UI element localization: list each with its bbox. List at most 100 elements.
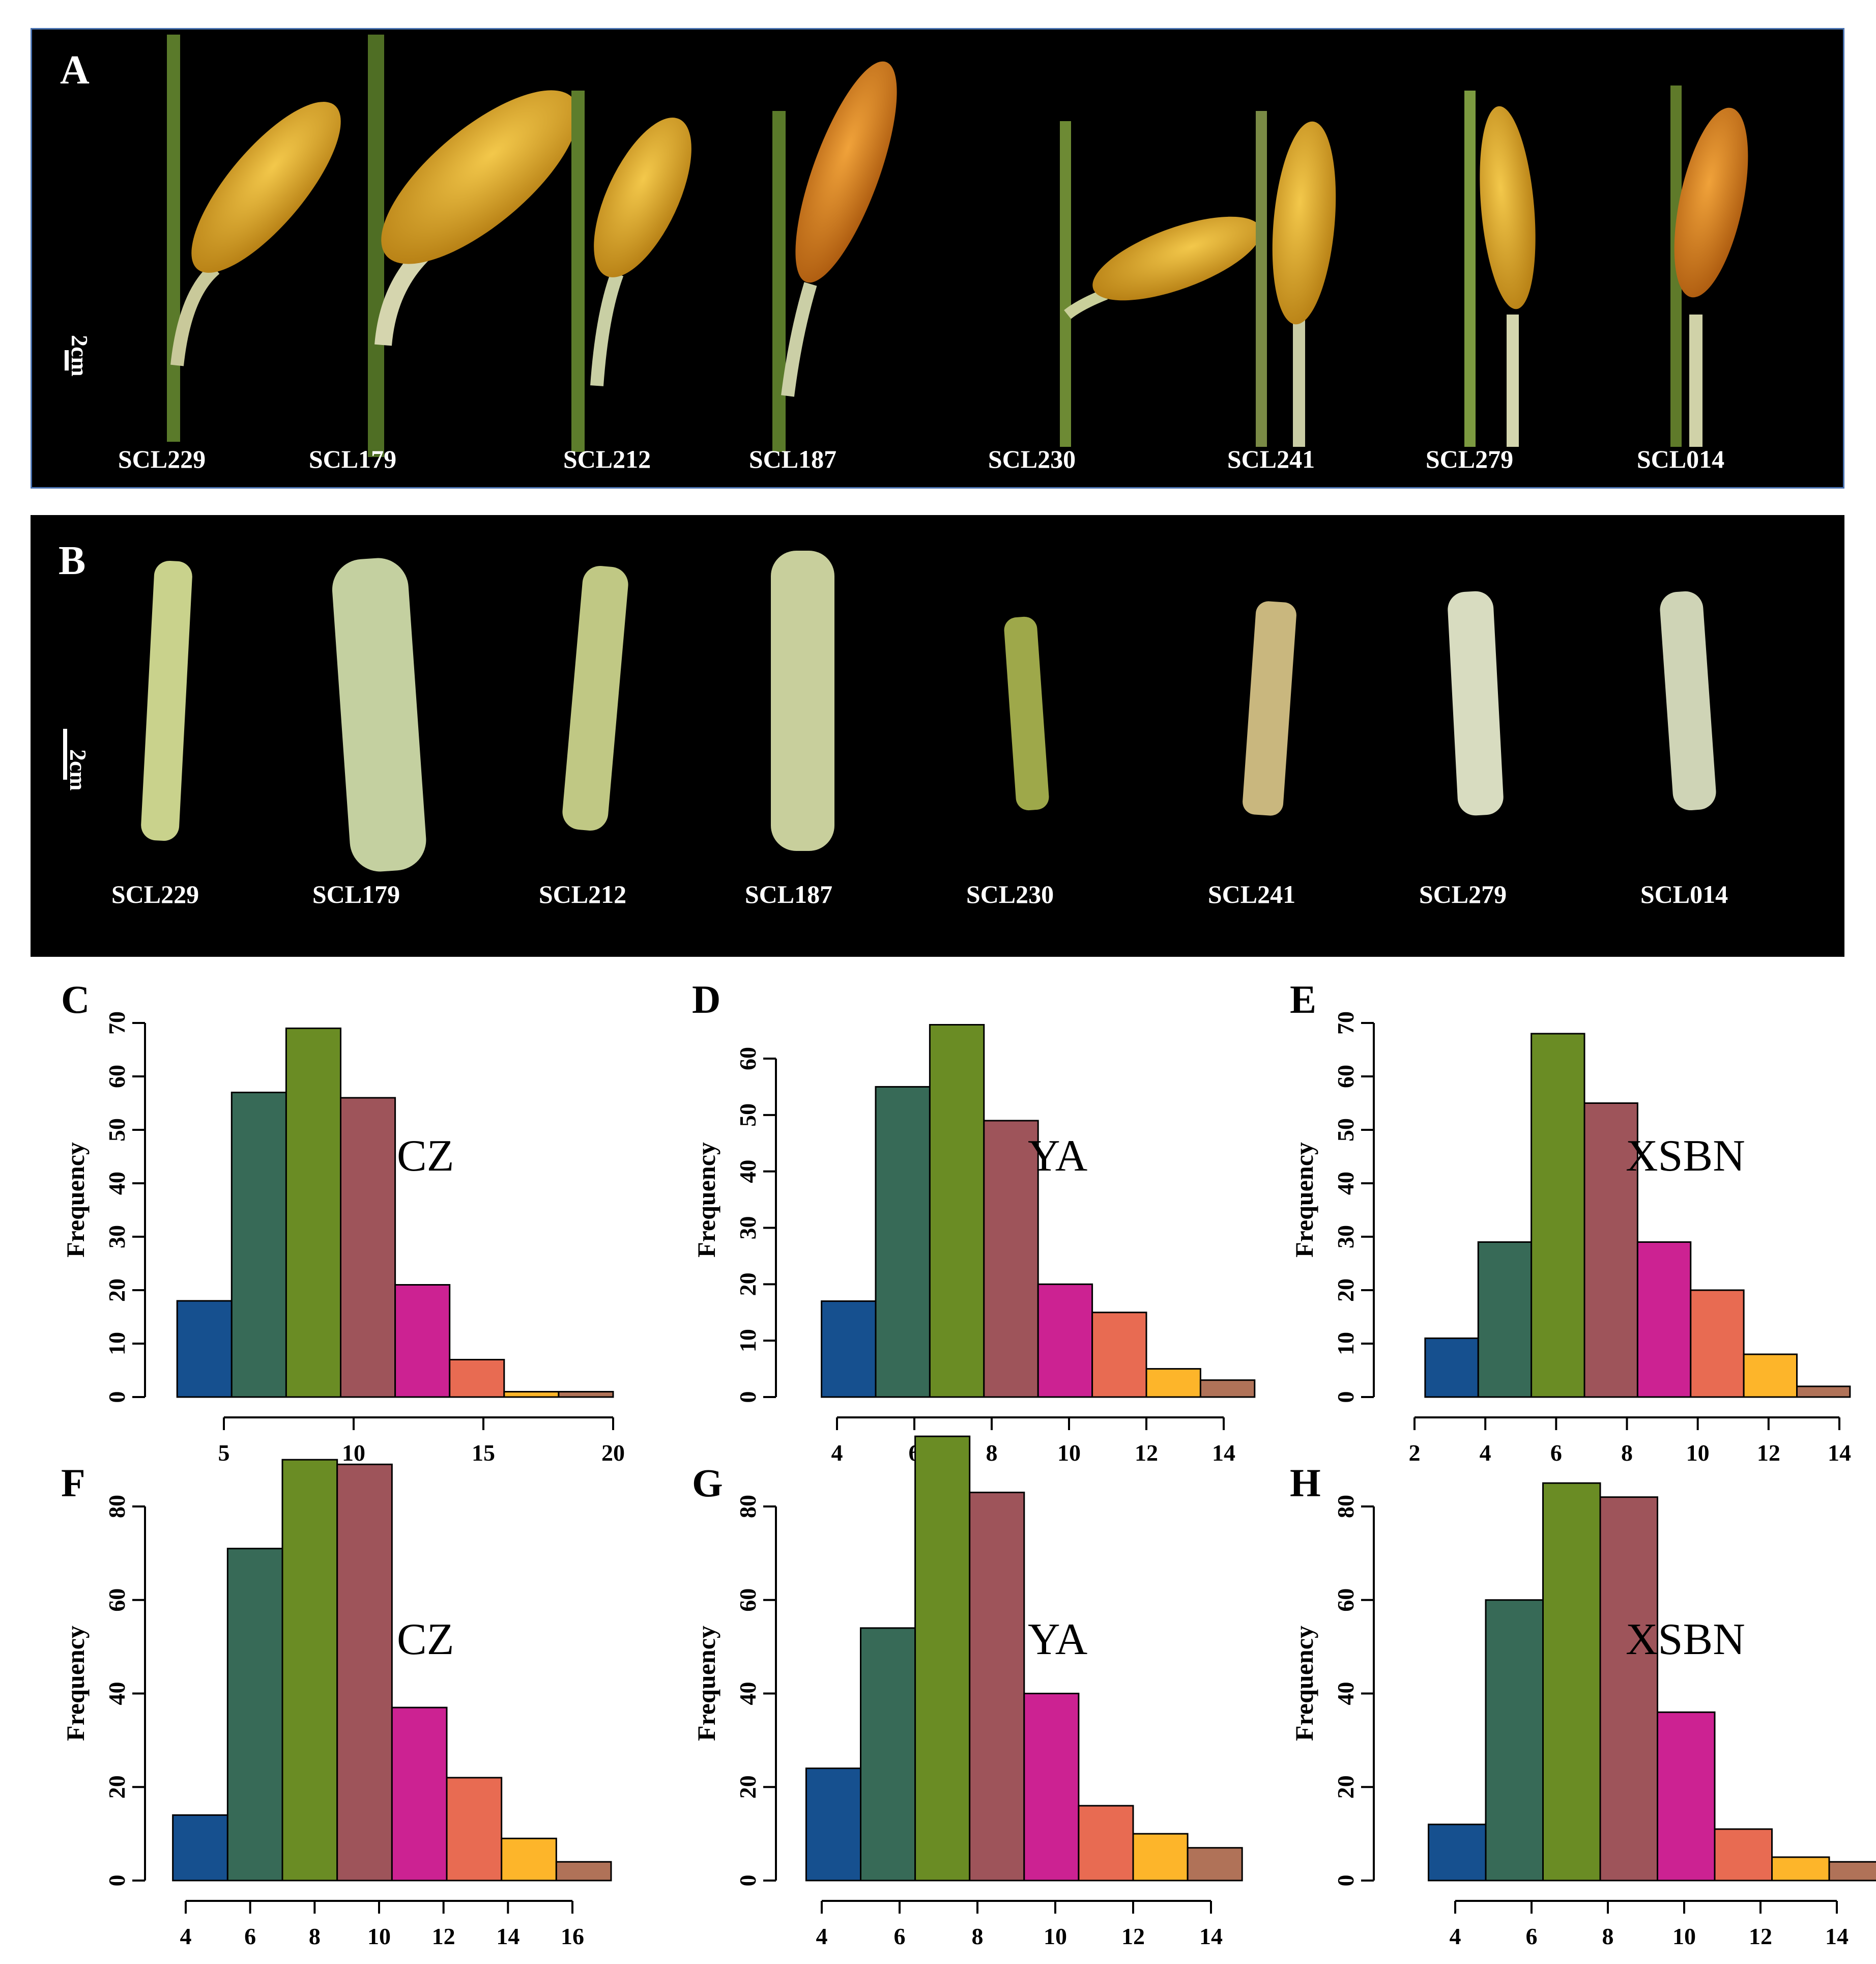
- histogram-bar: [1132, 1833, 1189, 1882]
- x-tick-label: 12: [1135, 1440, 1158, 1466]
- y-tick-label: 60: [104, 1065, 130, 1088]
- ear-scl212: [571, 91, 691, 452]
- histogram-bar: [446, 1777, 503, 1882]
- shank-scl279: [1448, 591, 1504, 816]
- shank-scl187: [771, 551, 834, 851]
- x-tick-label: 8: [1621, 1440, 1633, 1466]
- y-axis-label: Frequency: [692, 1626, 720, 1741]
- y-tick-label: 60: [735, 1047, 761, 1070]
- histogram-bar: [1771, 1856, 1830, 1882]
- accession-label: SCL014: [1636, 445, 1725, 473]
- histogram-bar: [1477, 1241, 1533, 1398]
- histogram-bar: [821, 1300, 877, 1398]
- x-tick-label: 4: [831, 1440, 843, 1466]
- histogram-bar: [391, 1706, 448, 1882]
- panel-label-b: B: [59, 538, 86, 583]
- y-axis-label: Frequency: [1290, 1626, 1318, 1741]
- histogram-bar: [805, 1768, 862, 1882]
- histogram-bar: [1078, 1805, 1134, 1882]
- x-tick-label: 8: [972, 1923, 984, 1949]
- histogram-bar: [1023, 1693, 1080, 1882]
- y-axis-label: Frequency: [61, 1626, 90, 1741]
- y-tick-label: 20: [735, 1775, 761, 1799]
- histogram-bar: [226, 1548, 283, 1882]
- histogram-bar: [929, 1024, 985, 1398]
- accession-label: SCL229: [118, 445, 206, 473]
- corn-ears-photo: [167, 35, 1748, 457]
- ear-scl187: [772, 61, 897, 452]
- accession-label: SCL187: [744, 880, 833, 908]
- y-tick-label: 50: [735, 1103, 761, 1127]
- site-annotation: XSBN: [1626, 1131, 1745, 1181]
- histogram-bar: [285, 1028, 342, 1398]
- histogram-bar: [1657, 1711, 1716, 1882]
- x-tick-label: 16: [561, 1923, 584, 1949]
- histogram-bar: [1091, 1312, 1147, 1398]
- x-tick-label: 15: [472, 1440, 495, 1466]
- ear-scl229: [167, 35, 341, 442]
- histogram-bar: [172, 1814, 228, 1882]
- x-tick-label: 14: [1199, 1923, 1223, 1949]
- histogram-bar: [1636, 1241, 1692, 1398]
- x-tick-label: 14: [1828, 1440, 1851, 1466]
- ear-scl179: [368, 35, 579, 457]
- x-tick-label: 10: [1044, 1923, 1067, 1949]
- histogram-bar: [558, 1391, 614, 1398]
- shank-scl212: [562, 565, 628, 831]
- histogram-bar: [1424, 1337, 1479, 1398]
- histogram-bar: [1690, 1289, 1745, 1398]
- scale-bar-b: [63, 729, 67, 780]
- y-tick-label: 30: [1333, 1225, 1359, 1248]
- x-tick-label: 6: [244, 1923, 256, 1949]
- accession-label: SCL230: [988, 445, 1076, 473]
- histogram-bar: [394, 1284, 451, 1398]
- accession-label: SCL187: [748, 445, 837, 473]
- histogram-E: 0 10 20 30 40 50 60 70 Frequency 2 4 6 8 10 12 14 E XSBN: [1290, 977, 1851, 1466]
- accession-label: SCL241: [1207, 880, 1296, 908]
- accession-label: SCL014: [1640, 880, 1728, 908]
- y-tick-label: 0: [104, 1875, 130, 1887]
- y-tick-label: 40: [104, 1172, 130, 1195]
- histogram-bar: [1542, 1482, 1601, 1882]
- y-tick-label: 0: [1333, 1391, 1359, 1403]
- histogram-bar: [230, 1092, 287, 1398]
- histogram-bar: [340, 1097, 396, 1398]
- histogram-bar: [875, 1086, 931, 1398]
- x-tick-label: 8: [1602, 1923, 1614, 1949]
- histogram-bar: [1714, 1828, 1773, 1882]
- x-tick-label: 12: [1749, 1923, 1772, 1949]
- x-tick-label: 12: [432, 1923, 455, 1949]
- panel-label-a: A: [60, 48, 90, 93]
- y-tick-label: 10: [1333, 1332, 1359, 1355]
- x-tick-label: 4: [180, 1923, 192, 1949]
- histogram-bar: [1583, 1102, 1638, 1398]
- y-tick-label: 80: [735, 1495, 761, 1518]
- site-annotation: CZ: [397, 1131, 454, 1181]
- y-tick-label: 10: [735, 1329, 761, 1352]
- accession-label: SCL212: [563, 445, 651, 473]
- accession-label: SCL279: [1425, 445, 1514, 473]
- y-tick-label: 20: [104, 1775, 130, 1799]
- x-tick-label: 6: [894, 1923, 906, 1949]
- y-axis-label: Frequency: [61, 1142, 90, 1258]
- histogram-bar: [1531, 1033, 1585, 1398]
- x-tick-label: 8: [986, 1440, 998, 1466]
- y-tick-label: 60: [1333, 1065, 1359, 1088]
- y-axis-label: Frequency: [692, 1142, 720, 1258]
- x-tick-label: 6: [1526, 1923, 1538, 1949]
- panel-label: C: [61, 977, 90, 1021]
- site-annotation: CZ: [397, 1615, 454, 1664]
- panel-label: F: [61, 1461, 85, 1505]
- accession-label: SCL179: [308, 445, 397, 473]
- ear-scl014: [1670, 86, 1748, 447]
- y-tick-label: 40: [104, 1682, 130, 1705]
- y-tick-label: 60: [104, 1588, 130, 1612]
- accession-label: SCL179: [312, 880, 400, 908]
- y-tick-label: 80: [1333, 1495, 1359, 1518]
- histogram-bar: [501, 1837, 557, 1882]
- histogram-C: 0 10 20 30 40 50 60 70 Frequency 5 10 15 20 C CZ: [61, 977, 625, 1466]
- x-tick-label: 14: [1212, 1440, 1235, 1466]
- shank-scl230: [1004, 616, 1049, 811]
- site-annotation: YA: [1028, 1615, 1087, 1664]
